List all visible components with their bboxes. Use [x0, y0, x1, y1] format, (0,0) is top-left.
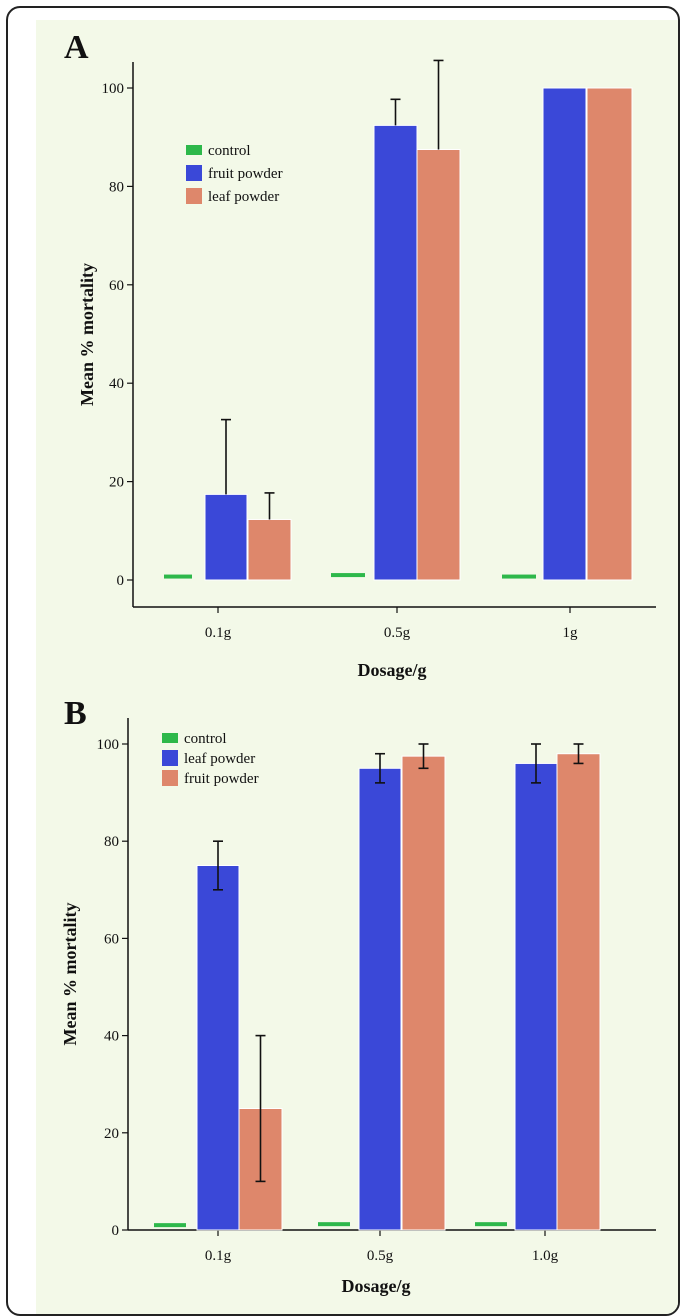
chart-panel-b: B 0 20 40 60 80 100 Mean % mortality Dosage/g 0.1…	[60, 695, 656, 1296]
bar-leaf-powder	[196, 865, 240, 1231]
bar-control	[475, 1222, 507, 1227]
bar-leaf-powder	[514, 762, 558, 1231]
y-tick-label: 20	[104, 1126, 119, 1142]
y-tick-label: 60	[109, 278, 124, 294]
legend-label: leaf powder	[184, 751, 255, 767]
y-axis-title: Mean % mortality	[60, 903, 80, 1046]
y-tick-label: 0	[112, 1223, 120, 1239]
bar-fruit-powder	[204, 493, 248, 581]
y-tick-label: 0	[117, 573, 125, 589]
y-tick-label: 20	[109, 475, 124, 491]
bar-leaf-powder	[358, 767, 402, 1231]
chart-panel-a: A 0 20 40 60 80 100 Mean % mortality Dosage/g 0.1…	[64, 29, 656, 680]
bar-control	[154, 1223, 186, 1228]
legend-swatch	[186, 165, 202, 181]
x-tick-label: 0.5g	[384, 625, 411, 641]
y-tick-label: 80	[104, 834, 119, 850]
y-tick-label: 80	[109, 179, 124, 195]
bar-fruit-powder	[401, 755, 446, 1231]
legend-label: fruit powder	[184, 771, 259, 787]
x-tick-label: 0.5g	[367, 1248, 394, 1264]
bar-control	[318, 1222, 350, 1227]
legend-swatch-control	[162, 733, 178, 743]
x-tick-label: 0.1g	[205, 1248, 232, 1264]
legend-swatch	[162, 770, 178, 786]
bar-control	[331, 573, 365, 578]
panel-letter: B	[64, 695, 87, 732]
bar-leaf-powder	[416, 149, 461, 581]
x-axis-title: Dosage/g	[342, 1276, 411, 1296]
y-tick-label: 100	[102, 81, 125, 97]
x-tick-label: 0.1g	[205, 625, 232, 641]
bar-fruit-powder	[542, 87, 587, 581]
bar-fruit-powder	[556, 753, 601, 1231]
legend-swatch	[162, 750, 178, 766]
y-tick-label: 40	[109, 376, 124, 392]
x-tick-label: 1g	[563, 625, 579, 641]
bar-control	[502, 574, 536, 579]
y-axis-title: Mean % mortality	[77, 263, 97, 406]
bar-leaf-powder	[247, 518, 292, 581]
legend-label: control	[184, 731, 227, 747]
bar-fruit-powder	[373, 124, 418, 581]
legend-label: leaf powder	[208, 189, 279, 205]
legend-swatch-control	[186, 145, 202, 155]
y-tick-label: 100	[97, 737, 120, 753]
y-tick-label: 40	[104, 1029, 119, 1045]
panel-letter: A	[64, 29, 89, 66]
bar-control	[164, 574, 192, 579]
bar-leaf-powder	[586, 87, 633, 581]
x-axis-title: Dosage/g	[358, 660, 427, 680]
legend-swatch	[186, 188, 202, 204]
legend-label: fruit powder	[208, 166, 283, 182]
y-tick-label: 60	[104, 931, 119, 947]
x-tick-label: 1.0g	[532, 1248, 559, 1264]
legend-label: control	[208, 143, 251, 159]
